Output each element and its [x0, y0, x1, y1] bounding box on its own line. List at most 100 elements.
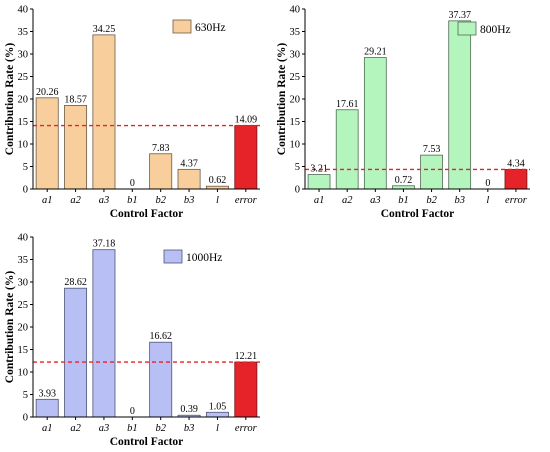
- legend-swatch: [163, 249, 183, 264]
- y-tick-label: 10: [18, 140, 29, 151]
- x-tick-label: b1: [127, 423, 138, 434]
- bar-a1: [35, 398, 59, 418]
- bar-a3: [92, 34, 116, 190]
- y-tick-label: 40: [18, 233, 29, 244]
- y-tick-label: 15: [290, 117, 301, 128]
- y-tick-label: 25: [290, 72, 301, 83]
- y-axis-title: Contribution Rate (%): [4, 43, 16, 156]
- data-label: 7.53: [423, 144, 441, 155]
- x-tick-label: l: [216, 423, 219, 434]
- x-tick-label: b1: [127, 195, 138, 206]
- bar-a2: [335, 109, 359, 190]
- data-label: 3.93: [38, 388, 56, 399]
- x-tick-label: b3: [454, 195, 465, 206]
- bar-a2: [64, 105, 88, 190]
- y-tick-label: 40: [290, 5, 301, 16]
- x-tick-label: a2: [70, 423, 81, 434]
- bar-error: [504, 169, 528, 190]
- legend-label: 800Hz: [480, 24, 511, 36]
- y-tick-label: 5: [23, 162, 28, 173]
- data-label: 0.62: [209, 175, 227, 186]
- x-tick-label: a1: [42, 423, 53, 434]
- data-label: 16.62: [149, 331, 172, 342]
- data-label: 34.25: [93, 24, 116, 35]
- x-tick-label: a3: [99, 195, 110, 206]
- y-tick-label: 25: [18, 300, 29, 311]
- legend-label: 1000Hz: [186, 252, 222, 264]
- data-label: 4.37: [180, 158, 198, 169]
- y-tick-label: 20: [290, 95, 301, 106]
- chart-panel-3: 3.93 28.62 37.18 0 16.62 0.39 1.05 12.21 0 5 10 15 2…: [4, 233, 260, 448]
- y-tick-label: 40: [18, 5, 29, 16]
- y-tick-label: 30: [18, 50, 29, 61]
- x-axis-title: Control Factor: [381, 208, 455, 220]
- data-label: 29.21: [364, 47, 387, 58]
- bar-b2: [420, 154, 443, 190]
- x-axis-title: Control Factor: [110, 436, 184, 448]
- bar-l: [205, 411, 229, 418]
- bar-a1: [307, 174, 331, 190]
- data-label: 0: [485, 178, 490, 189]
- x-tick-label: b2: [155, 423, 166, 434]
- data-label: 0.39: [180, 404, 198, 415]
- data-label: 14.09: [235, 115, 258, 126]
- x-tick-label: error: [235, 195, 258, 206]
- y-tick-label: 20: [18, 95, 29, 106]
- bar-a3: [92, 249, 116, 418]
- data-label: 0.72: [395, 175, 413, 186]
- bar-error: [234, 361, 258, 418]
- data-label: 1.05: [209, 401, 227, 412]
- data-label: 3.21: [310, 164, 328, 175]
- legend: 800Hz: [457, 21, 511, 36]
- y-tick-label: 35: [18, 27, 29, 38]
- chart-panel-2: 3.21 17.61 29.21 0.72 7.53 37.37 0 4.34 0 5 10 15 20…: [276, 5, 530, 220]
- x-tick-label: b2: [155, 195, 166, 206]
- y-tick-label: 25: [18, 72, 29, 83]
- x-tick-label: l: [216, 195, 219, 206]
- x-tick-label: error: [505, 195, 528, 206]
- data-label: 4.34: [507, 158, 525, 169]
- y-tick-label: 20: [18, 323, 29, 334]
- x-tick-label: b1: [398, 195, 409, 206]
- bar-a2: [64, 287, 88, 418]
- x-tick-label: a3: [370, 195, 381, 206]
- data-label: 20.26: [36, 87, 59, 98]
- data-label: 7.83: [152, 143, 170, 154]
- legend-swatch: [457, 21, 477, 36]
- chart-panel-1: 20.26 18.57 34.25 0 7.83 4.37 0.62 14.09 0 5 10 15 2…: [4, 5, 260, 220]
- y-tick-label: 35: [18, 255, 29, 266]
- y-tick-label: 0: [295, 185, 300, 196]
- y-tick-label: 5: [295, 162, 300, 173]
- bar-b3: [448, 20, 472, 190]
- x-axis-title: Control Factor: [110, 208, 184, 220]
- bar-b2: [149, 341, 173, 418]
- bar-b3: [177, 168, 201, 190]
- data-label: 18.57: [64, 94, 87, 105]
- y-tick-label: 35: [290, 27, 301, 38]
- x-tick-label: error: [235, 423, 258, 434]
- legend-swatch: [172, 19, 192, 34]
- data-label: 17.61: [336, 99, 359, 110]
- legend-label: 630Hz: [195, 22, 226, 34]
- x-tick-label: a3: [99, 423, 110, 434]
- data-label: 28.62: [64, 277, 87, 288]
- x-tick-label: a2: [342, 195, 353, 206]
- y-tick-label: 30: [18, 278, 29, 289]
- y-tick-label: 5: [23, 390, 28, 401]
- y-tick-label: 15: [18, 117, 29, 128]
- data-label: 12.21: [235, 351, 258, 362]
- x-tick-label: a1: [314, 195, 325, 206]
- y-axis-title: Contribution Rate (%): [4, 271, 16, 384]
- y-tick-label: 0: [23, 185, 28, 196]
- y-axis-title: Contribution Rate (%): [276, 43, 288, 156]
- y-tick-label: 10: [290, 140, 301, 151]
- y-tick-label: 10: [18, 368, 29, 379]
- data-label: 37.18: [93, 239, 116, 250]
- y-tick-label: 30: [290, 50, 301, 61]
- x-tick-label: a2: [70, 195, 81, 206]
- legend: 1000Hz: [163, 249, 222, 264]
- data-label: 37.37: [448, 10, 471, 21]
- x-tick-label: b3: [184, 195, 195, 206]
- legend: 630Hz: [172, 19, 226, 34]
- bar-error: [234, 125, 258, 190]
